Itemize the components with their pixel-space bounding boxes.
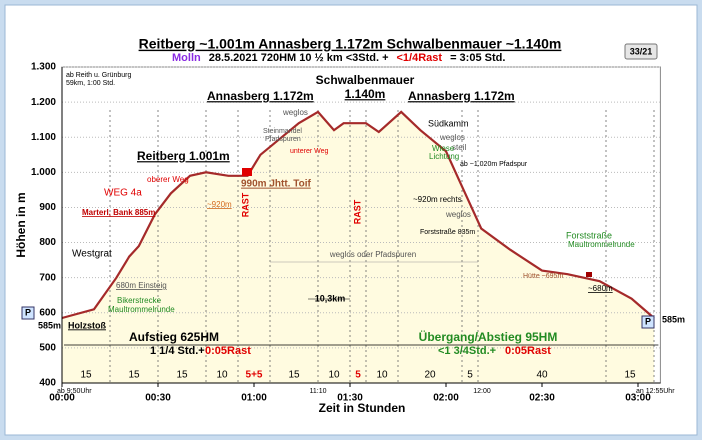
y-tick-label: 700 (39, 272, 56, 283)
annotation: <1 3/4Std.+ (438, 345, 496, 357)
annotation: ~920m rechts (413, 195, 462, 204)
annotation: Forststraße (566, 230, 612, 240)
y-tick-label: 1.100 (31, 132, 56, 143)
segment-label: 5+5 (246, 370, 263, 381)
segment-label: 15 (624, 370, 636, 381)
annotation: Maultrommelrunde (568, 240, 635, 249)
annotation: steil (452, 143, 466, 152)
annotation: 585m (662, 314, 685, 324)
annotation: 0:05Rast (505, 345, 551, 357)
annotation: Aufstieg 625HM (129, 330, 219, 344)
hut-marker (242, 168, 252, 176)
y-axis-label: Höhen in m (14, 192, 28, 257)
profile-line (61, 110, 655, 320)
y-tick-label: 1.200 (31, 97, 56, 108)
y-tick-label: 600 (39, 307, 56, 318)
annotation: oberer Weg (147, 175, 189, 184)
segment-label: 10 (376, 370, 388, 381)
y-tick-label: 500 (39, 343, 56, 354)
annotation: 0:05Rast (205, 345, 251, 357)
segment-label: 15 (80, 370, 92, 381)
subtitle-part: <1/4Rast (397, 52, 443, 64)
subtitle-part: Molln (172, 52, 201, 64)
y-tick-label: 1.000 (31, 167, 56, 178)
x-tick-label: 02:00 (433, 393, 459, 404)
badge-box (624, 43, 658, 60)
annotation: 10,3km (315, 293, 346, 303)
parking-box (21, 306, 35, 320)
annotation: Übergang/Abstieg 95HM (419, 329, 558, 344)
segment-label: 15 (288, 370, 300, 381)
annotation: Lichtung (429, 152, 459, 161)
annotation: Westgrat (72, 249, 112, 260)
annotation: ab ~1.020m Pfadspur (460, 161, 528, 168)
annotation: 11:10 (310, 388, 327, 395)
annotation: 12:00 (473, 388, 491, 395)
annotation: Bikerstrecke (117, 296, 162, 305)
annotation: P (645, 316, 651, 326)
segment-label: 10 (216, 370, 228, 381)
annotation: ab Reith u. Grünburg (66, 72, 131, 79)
annotation: Forststraße 835m (420, 229, 475, 236)
annotation: an 12:55Uhr (636, 388, 675, 395)
segment-label: 10 (328, 370, 340, 381)
annotation: Holzstoß (68, 320, 106, 330)
annotation: unterer Weg (290, 148, 328, 155)
annotation: 990m Jhtt. Toif (241, 179, 311, 190)
annotation: ~680m (588, 284, 613, 293)
annotation: Pfadspuren (265, 136, 301, 143)
x-tick-label: 03:00 (625, 393, 651, 404)
segment-label: 15 (176, 370, 188, 381)
annotation: weglos oder Pfadspuren (329, 250, 416, 259)
annotation: weglos (439, 133, 465, 142)
annotation: P (25, 307, 31, 317)
annotation: Südkamm (428, 118, 469, 128)
annotation: 585m (38, 320, 61, 330)
parking-box (641, 315, 655, 329)
y-tick-label: 900 (39, 202, 56, 213)
subtitle: Molln 28.5.2021 720HM 10 ½ km <3Std. + <1/… (172, 52, 505, 64)
annotation: 1.140m (345, 87, 386, 101)
segment-label: 5 (467, 370, 473, 381)
segment-label: 40 (536, 370, 548, 381)
annotation: ab 9:50Uhr (57, 388, 92, 395)
annotation: weglos (282, 108, 308, 117)
annotation: weglos (445, 210, 471, 219)
segment-label: 5 (355, 370, 361, 381)
annotation: 1 1/4 Std.+ (150, 345, 205, 357)
area (62, 111, 654, 384)
annotation: RAST (352, 199, 362, 224)
x-axis-label: Zeit in Stunden (319, 401, 406, 415)
annotation: 680m Einsteig (116, 281, 167, 290)
subtitle-part: = 3:05 Std. (450, 52, 505, 64)
x-tick-label: 01:30 (337, 393, 363, 404)
annotation: Wiese (432, 144, 455, 153)
segment-label: 20 (424, 370, 436, 381)
subtitle-part: 28.5.2021 720HM 10 ½ km <3Std. + (209, 52, 389, 64)
chart-title: Reitberg ~1.001m Annasberg 1.172m Schwal… (139, 36, 562, 52)
x-tick-label: 00:30 (145, 393, 171, 404)
y-tick-label: 1.300 (31, 62, 56, 73)
annotation: Hütte ~695m (523, 273, 563, 280)
annotation: Schwalbenmauer (316, 73, 415, 87)
annotation: Marterl, Bank 885m (82, 208, 155, 217)
annotation: Maultrommelrunde (108, 305, 175, 314)
annotation: ~920m (207, 200, 232, 209)
annotation: 59km, 1:00 Std. (66, 80, 115, 87)
x-tick-label: 02:30 (529, 393, 555, 404)
hut-marker (586, 272, 592, 277)
annotation: Steinmandel (263, 128, 302, 135)
y-tick-label: 400 (39, 378, 56, 389)
x-tick-label: 01:00 (241, 393, 267, 404)
annotation: Reitberg 1.001m (137, 149, 230, 163)
x-tick-label: 00:00 (49, 393, 75, 404)
annotation: RAST (240, 192, 250, 217)
badge: 33/21 (630, 46, 653, 56)
y-tick-label: 800 (39, 237, 56, 248)
segment-label: 15 (128, 370, 140, 381)
annotation: Annasberg 1.172m (408, 89, 515, 103)
annotation: Annasberg 1.172m (207, 89, 314, 103)
annotation: WEG 4a (104, 188, 142, 199)
